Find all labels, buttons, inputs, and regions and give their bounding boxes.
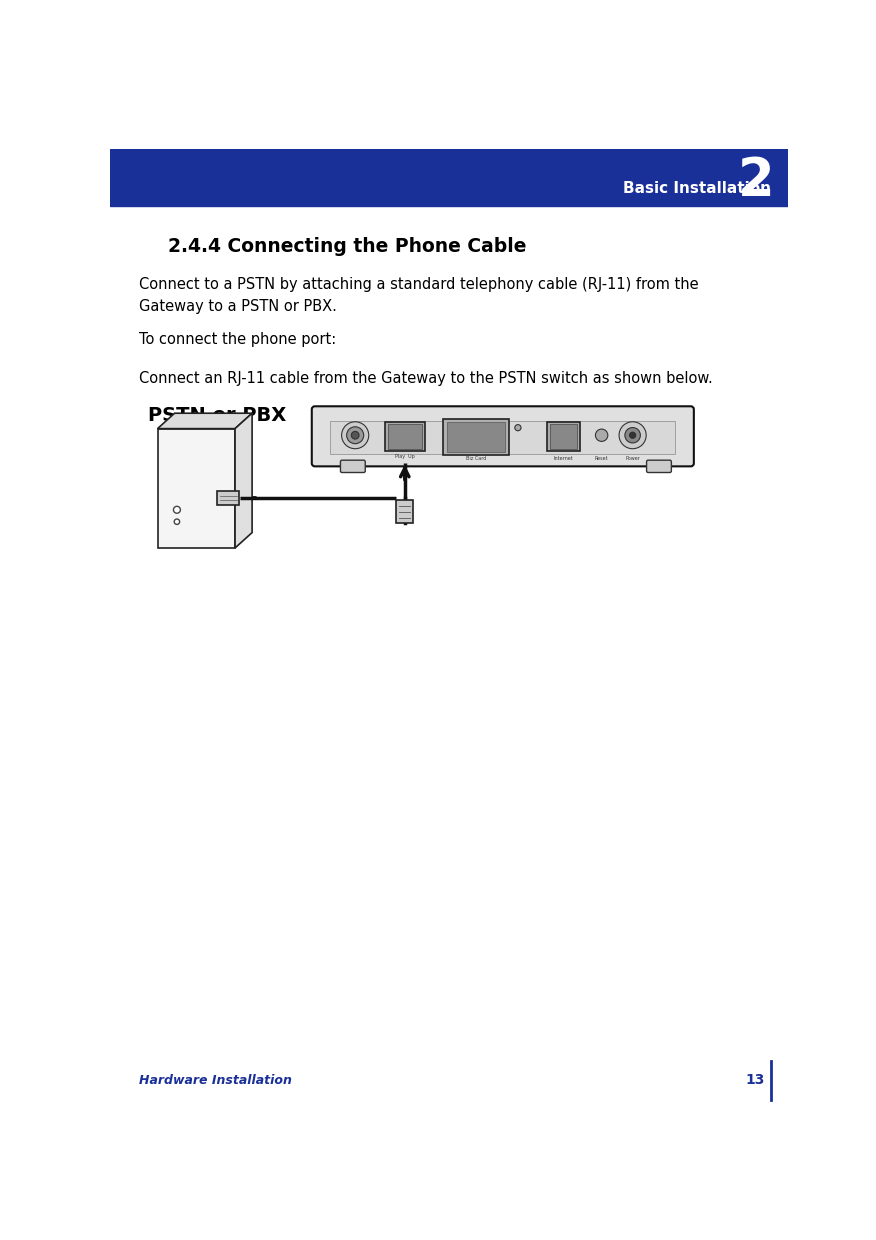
Text: Play  Up: Play Up	[395, 454, 414, 459]
Bar	[388, 424, 422, 449]
Text: Connect an RJ-11 cable from the Gateway to the PSTN switch as shown below.: Connect an RJ-11 cable from the Gateway …	[139, 371, 713, 386]
Bar	[385, 422, 425, 451]
Polygon shape	[235, 413, 252, 548]
Circle shape	[596, 429, 608, 441]
Bar	[158, 429, 235, 548]
Bar	[550, 424, 576, 449]
Circle shape	[173, 506, 180, 513]
Text: To connect the phone port:: To connect the phone port:	[139, 332, 336, 347]
Text: 2: 2	[738, 155, 774, 207]
Text: Biz Card: Biz Card	[465, 456, 486, 461]
Text: PSTN or PBX: PSTN or PBX	[148, 405, 286, 424]
Bar	[396, 500, 413, 523]
Bar	[447, 422, 505, 453]
Text: Internet: Internet	[554, 456, 574, 461]
Circle shape	[351, 432, 359, 439]
Circle shape	[625, 428, 640, 443]
Text: Basic Installation: Basic Installation	[624, 181, 772, 196]
FancyBboxPatch shape	[312, 407, 694, 466]
Bar	[217, 491, 239, 505]
Text: 2.4.4 Connecting the Phone Cable: 2.4.4 Connecting the Phone Cable	[168, 237, 526, 255]
Bar	[442, 419, 509, 455]
Circle shape	[515, 424, 521, 430]
Text: 13: 13	[745, 1073, 765, 1086]
Bar	[548, 422, 580, 451]
Bar	[110, 149, 788, 206]
Bar	[330, 422, 675, 454]
Circle shape	[347, 427, 364, 444]
Text: Reset: Reset	[595, 456, 609, 461]
Text: Connect to a PSTN by attaching a standard telephony cable (RJ-11) from the
Gatew: Connect to a PSTN by attaching a standar…	[139, 277, 698, 314]
Circle shape	[174, 520, 180, 525]
FancyBboxPatch shape	[341, 460, 365, 472]
Circle shape	[619, 422, 646, 449]
Text: Hardware Installation: Hardware Installation	[139, 1074, 292, 1086]
FancyBboxPatch shape	[646, 460, 671, 472]
Circle shape	[630, 433, 636, 438]
Text: Power: Power	[625, 456, 640, 461]
Circle shape	[342, 422, 369, 449]
Polygon shape	[158, 413, 252, 429]
